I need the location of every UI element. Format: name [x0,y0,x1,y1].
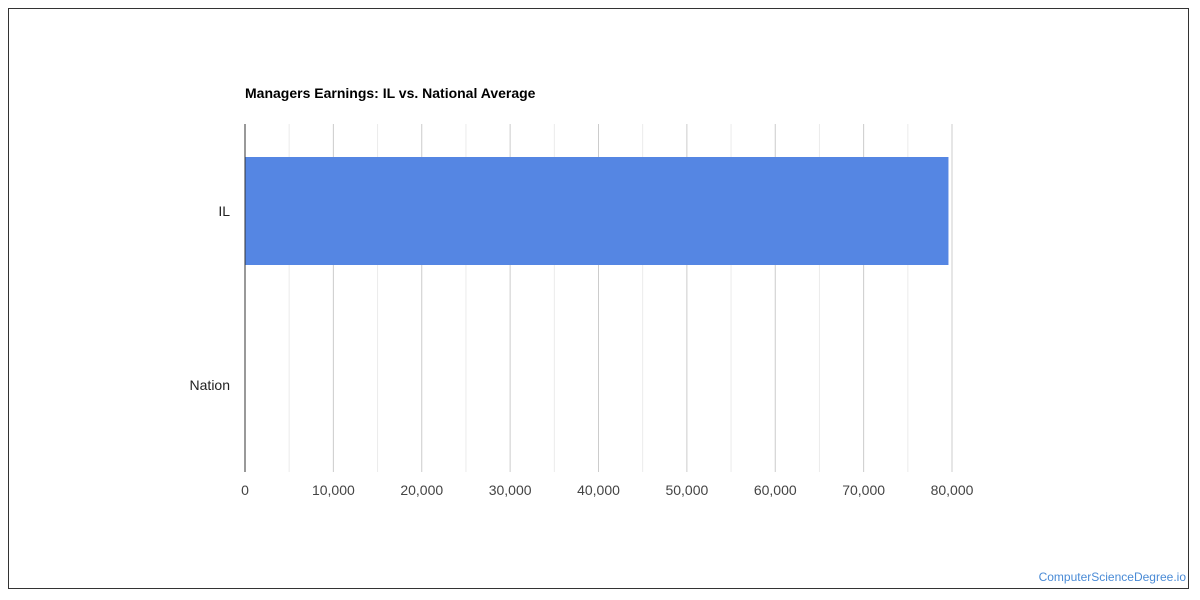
x-tick-label: 30,000 [489,482,532,498]
source-watermark[interactable]: ComputerScienceDegree.io [1038,570,1186,584]
x-tick-label: 20,000 [400,482,443,498]
x-tick-label: 0 [241,482,249,498]
chart-title: Managers Earnings: IL vs. National Avera… [245,85,536,101]
x-tick-label: 80,000 [931,482,974,498]
x-tick-label: 40,000 [577,482,620,498]
x-tick-label: 50,000 [665,482,708,498]
y-category-label: Nation [190,377,230,393]
y-category-label: IL [218,203,230,219]
x-tick-label: 70,000 [842,482,885,498]
x-tick-label: 10,000 [312,482,355,498]
x-tick-label: 60,000 [754,482,797,498]
bar-il [245,157,949,265]
